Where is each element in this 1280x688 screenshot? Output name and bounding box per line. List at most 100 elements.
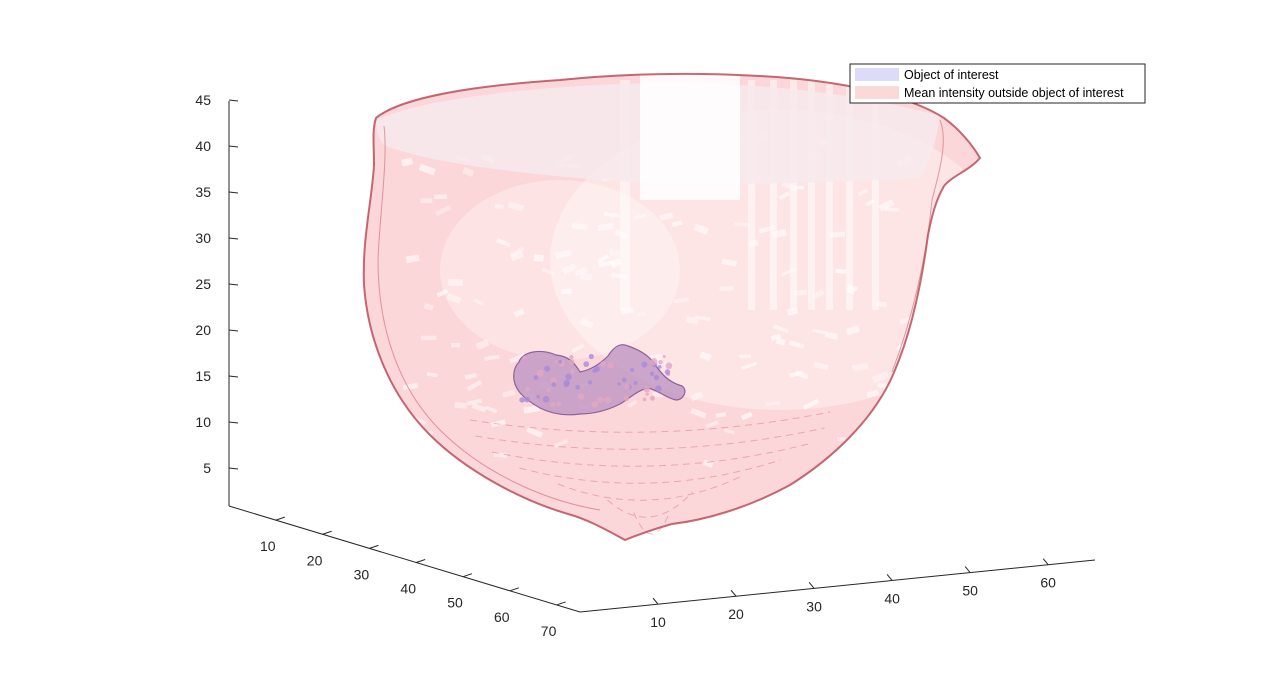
surface-speckle xyxy=(671,220,683,228)
surface-speckle xyxy=(509,246,525,258)
outer-surface-edge xyxy=(362,72,982,542)
surface-speckle xyxy=(596,254,610,264)
surface-speckle xyxy=(533,254,544,262)
surface-speckle xyxy=(451,342,461,348)
surface-speckle xyxy=(758,225,776,234)
object-speckle xyxy=(641,361,648,368)
surface-highlight-stripe xyxy=(826,80,833,310)
surface-highlight-stripe xyxy=(808,80,815,310)
surface-speckle xyxy=(899,315,915,325)
x-tick-label: 40 xyxy=(400,581,416,597)
surface-speckle xyxy=(845,285,856,295)
surface-speckle xyxy=(502,389,516,398)
surface-speckle xyxy=(423,446,435,454)
surface-speckle xyxy=(715,412,727,418)
surface-speckle xyxy=(597,222,614,232)
object-speckle xyxy=(607,362,615,369)
surface-speckle xyxy=(571,222,588,230)
x-tick-mark xyxy=(275,516,285,521)
surface-speckle xyxy=(423,302,434,311)
legend-swatch xyxy=(855,68,899,81)
surface-speckle xyxy=(793,289,807,296)
surface-speckle xyxy=(495,238,511,248)
object-speckle xyxy=(536,369,544,377)
surface-speckle xyxy=(786,307,799,316)
surface-speckle xyxy=(464,372,478,380)
surface-speckle xyxy=(580,272,593,281)
surface-contour xyxy=(475,427,825,450)
surface-speckle xyxy=(705,420,719,429)
surface-speckle xyxy=(771,228,787,239)
object-speckle xyxy=(600,361,606,367)
surface-speckle xyxy=(620,306,634,315)
x-tick-label: 70 xyxy=(541,623,557,639)
x-tick-mark xyxy=(556,601,566,606)
surface-speckle xyxy=(719,286,734,291)
object-speckle xyxy=(577,393,585,400)
surface-speckle xyxy=(781,181,798,193)
surface-speckle xyxy=(448,279,463,286)
surface-speckle xyxy=(561,288,572,295)
x-tick-mark xyxy=(509,587,519,592)
surface-speckle xyxy=(659,212,674,221)
legend: Object of interest Mean intensity outside… xyxy=(849,63,1146,104)
surface-speckle xyxy=(554,249,572,259)
outer-surface-fill xyxy=(363,73,980,541)
object-speckle xyxy=(649,371,655,376)
surface-speckle xyxy=(466,379,483,392)
object-speckle xyxy=(658,359,663,365)
object-speckle xyxy=(569,354,574,360)
surface-speckle xyxy=(775,337,786,346)
surface-speckle xyxy=(507,201,525,212)
z-tick-mark xyxy=(228,99,239,102)
y-axis-ticks: 10 20 30 40 50 60 xyxy=(650,558,1056,630)
z-tick-label: 40 xyxy=(195,138,211,154)
surface-speckle xyxy=(484,405,498,414)
surface-speckle xyxy=(614,228,629,240)
object-speckle xyxy=(522,355,527,360)
surface-speckle xyxy=(405,254,420,264)
surface-speckle xyxy=(690,407,707,419)
surface-speckle xyxy=(603,212,620,218)
surface-speckle xyxy=(523,404,540,414)
surface-speckle xyxy=(420,198,433,204)
surface-highlight-stripe xyxy=(790,80,797,310)
surface-speckle xyxy=(741,361,757,370)
outer-surface-contours xyxy=(469,411,831,535)
surface-speckle xyxy=(837,437,846,442)
object-speckle xyxy=(554,360,558,364)
x-tick-mark xyxy=(322,530,332,535)
surface-speckle xyxy=(454,401,467,409)
surface-speckle xyxy=(734,221,751,227)
z-tick-mark xyxy=(228,421,239,424)
surface-speckle xyxy=(699,351,712,362)
y-tick-mark xyxy=(964,566,971,573)
surface-speckle xyxy=(702,459,714,468)
z-tick-label: 10 xyxy=(195,414,211,430)
surface-speckle xyxy=(471,402,487,413)
object-speckle xyxy=(550,401,556,408)
surface-speckle xyxy=(812,329,827,335)
surface-speckle xyxy=(473,298,484,306)
object-speckle xyxy=(542,396,550,403)
object-speckle xyxy=(568,359,575,365)
z-tick-label: 20 xyxy=(195,322,211,338)
z-tick-mark xyxy=(228,237,239,240)
object-of-interest xyxy=(513,344,686,416)
surface-highlight-stripe xyxy=(770,80,777,310)
surface-speckle xyxy=(813,361,829,371)
surface-speckle xyxy=(866,389,879,398)
surface-speckle xyxy=(773,324,789,334)
object-speckle xyxy=(558,359,563,364)
y-tick-label: 30 xyxy=(806,598,822,614)
object-speckle xyxy=(633,380,638,385)
legend-swatch xyxy=(855,86,899,99)
surface-speckle xyxy=(475,338,490,351)
object-speckle xyxy=(653,374,660,381)
object-speckle xyxy=(536,395,540,399)
surface-speckle xyxy=(740,411,753,421)
surface-speckle xyxy=(693,223,709,235)
object-speckle xyxy=(643,386,650,393)
surface-speckle xyxy=(509,353,526,364)
surface-speckle xyxy=(494,203,504,209)
